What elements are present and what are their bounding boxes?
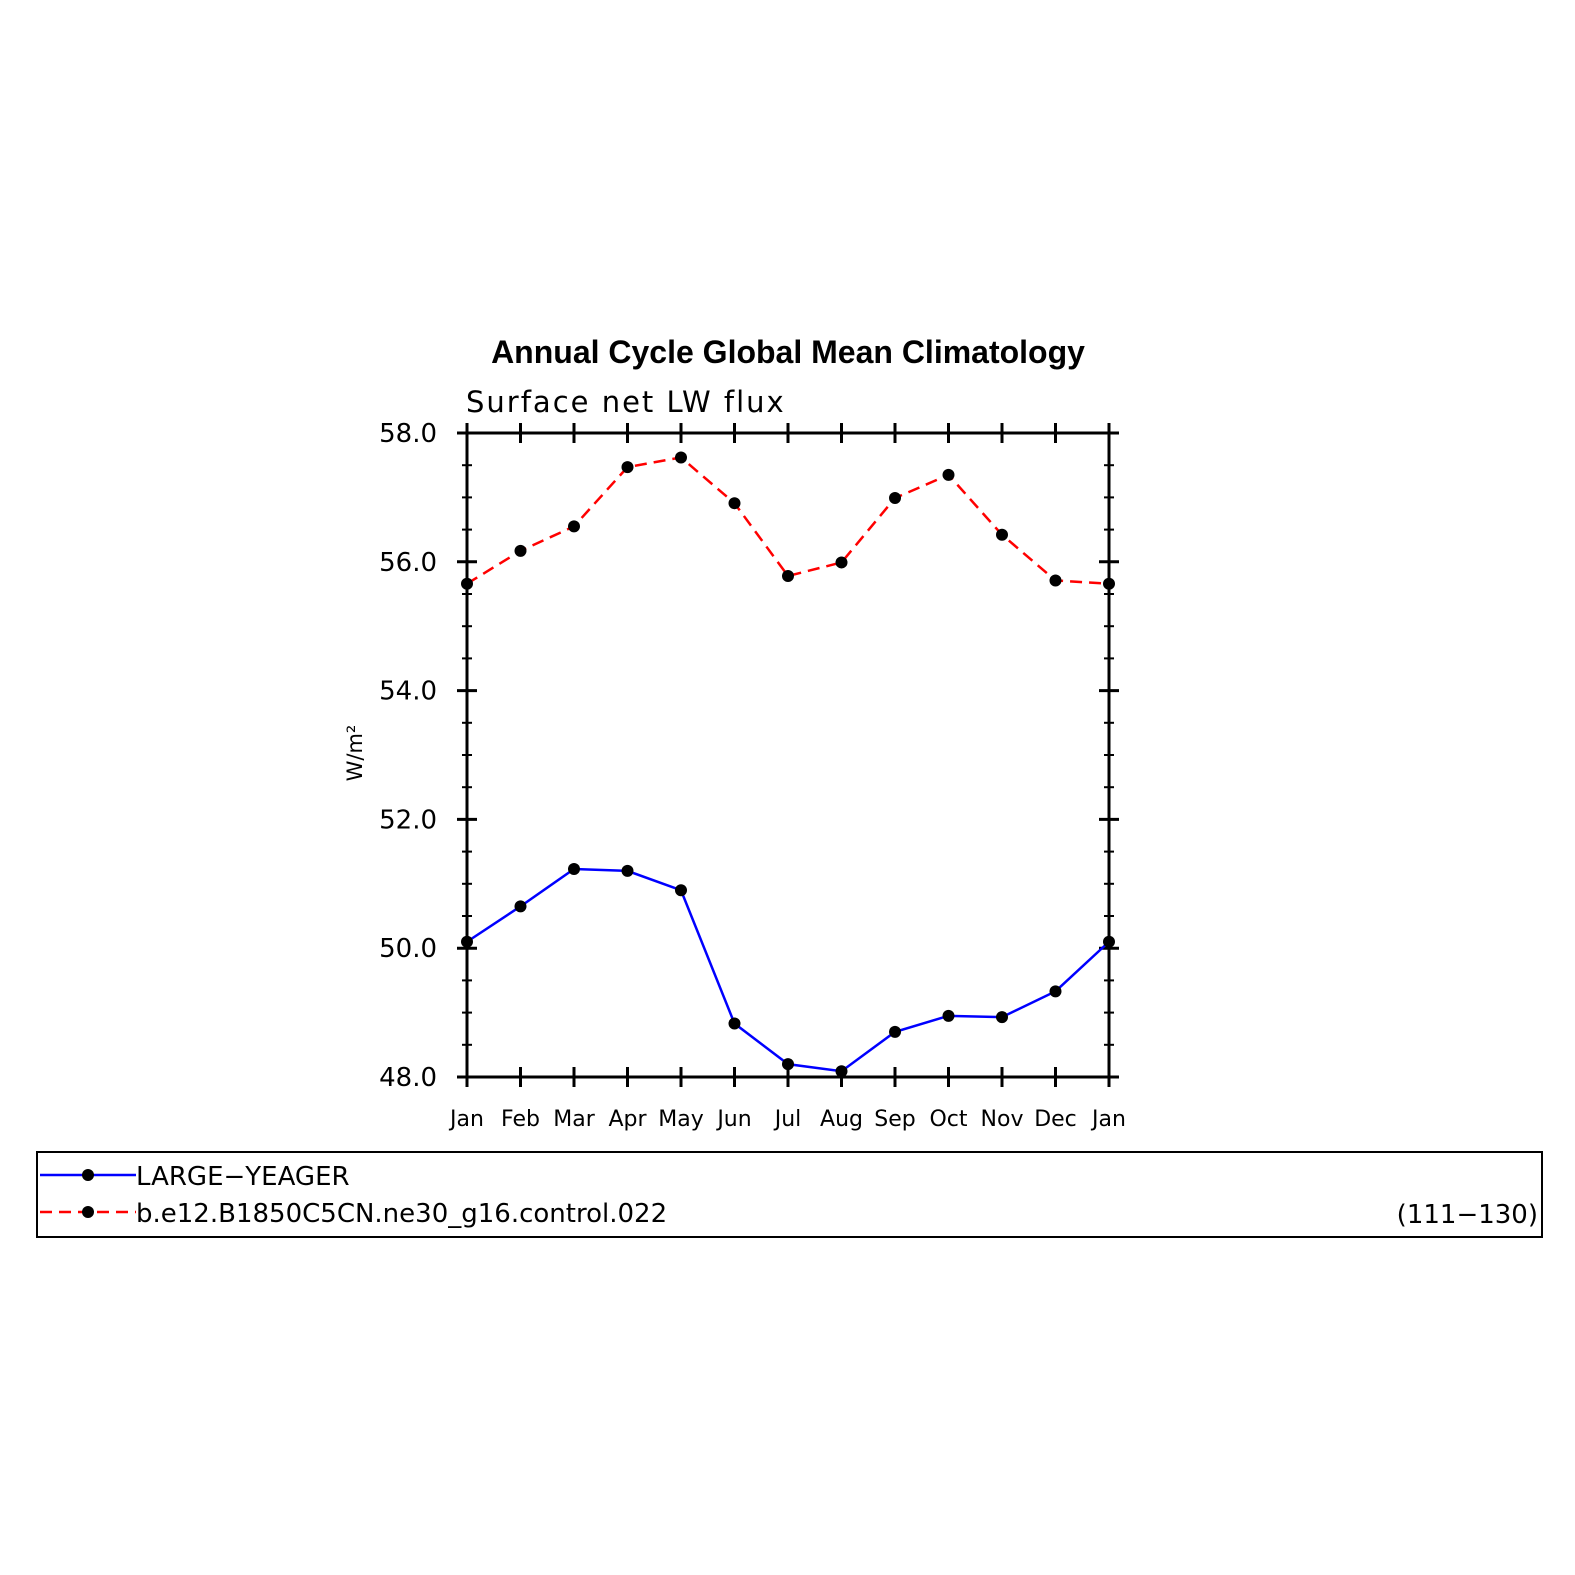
x-tick-label: Nov xyxy=(981,1107,1024,1132)
data-point xyxy=(996,1011,1008,1024)
y-tick-label: 48.0 xyxy=(379,1063,437,1093)
axes: 48.0 50.0 52.0 54.0 56.0 58.0 Jan Feb Mar Apr May J… xyxy=(379,419,1126,1132)
data-point xyxy=(996,528,1008,541)
x-tick-label: Dec xyxy=(1034,1107,1077,1132)
data-point xyxy=(461,577,473,590)
data-point xyxy=(835,556,848,569)
data-point xyxy=(1103,577,1115,590)
y-tick-label: 58.0 xyxy=(379,419,437,449)
x-tick-label: Apr xyxy=(608,1107,647,1132)
x-tick-label: Oct xyxy=(929,1107,967,1132)
x-tick-label: Jan xyxy=(448,1107,484,1132)
series-line xyxy=(466,456,1110,585)
chart-subtitle: Surface net LW flux xyxy=(466,385,786,419)
data-point xyxy=(675,451,687,464)
y-tick-label: 50.0 xyxy=(379,934,437,964)
x-tick-label: Mar xyxy=(553,1107,595,1132)
data-point xyxy=(1103,935,1115,948)
data-point xyxy=(728,497,741,510)
data-point xyxy=(942,1009,955,1022)
data-point xyxy=(889,492,901,505)
data-point xyxy=(782,1058,794,1071)
legend-note: (111−130) xyxy=(1397,1200,1538,1230)
legend-swatch-marker xyxy=(82,1206,94,1218)
data-point xyxy=(514,544,527,557)
data-point xyxy=(621,864,634,877)
data-point xyxy=(728,1017,741,1030)
chart-title: Annual Cycle Global Mean Climatology xyxy=(491,334,1085,370)
data-point xyxy=(835,1065,848,1078)
x-tick-label: Jul xyxy=(773,1107,802,1132)
series-layer xyxy=(461,451,1115,1078)
data-point xyxy=(942,468,955,481)
y-tick-label: 52.0 xyxy=(379,805,437,835)
data-point xyxy=(568,520,580,533)
plot-frame xyxy=(465,431,1111,1079)
data-point xyxy=(1049,574,1062,587)
legend-label: LARGE−YEAGER xyxy=(136,1162,350,1192)
x-tick-label: Aug xyxy=(820,1107,863,1132)
y-tick-label: 56.0 xyxy=(379,548,437,578)
data-point xyxy=(675,884,687,897)
data-point xyxy=(1049,985,1062,998)
legend-box xyxy=(36,1151,1543,1238)
x-tick-label: Sep xyxy=(874,1107,915,1132)
data-point xyxy=(461,935,473,948)
y-axis-label: W/m² xyxy=(343,725,367,782)
data-point xyxy=(621,461,634,474)
data-point xyxy=(782,569,794,582)
data-point xyxy=(514,900,527,913)
data-point xyxy=(568,862,580,875)
x-tick-label: Jun xyxy=(715,1107,751,1132)
legend: (111−130) LARGE−YEAGER b.e12.B1850C5CN.ne… xyxy=(36,1151,1543,1238)
x-tick-label: Jan xyxy=(1090,1107,1126,1132)
legend-label: b.e12.B1850C5CN.ne30_g16.control.022 xyxy=(136,1199,667,1229)
x-tick-label: Feb xyxy=(501,1107,540,1132)
series-line xyxy=(466,867,1110,1073)
x-tick-label: May xyxy=(658,1107,703,1132)
y-tick-label: 54.0 xyxy=(379,677,437,707)
legend-swatch-marker xyxy=(82,1169,94,1181)
data-point xyxy=(889,1025,901,1038)
